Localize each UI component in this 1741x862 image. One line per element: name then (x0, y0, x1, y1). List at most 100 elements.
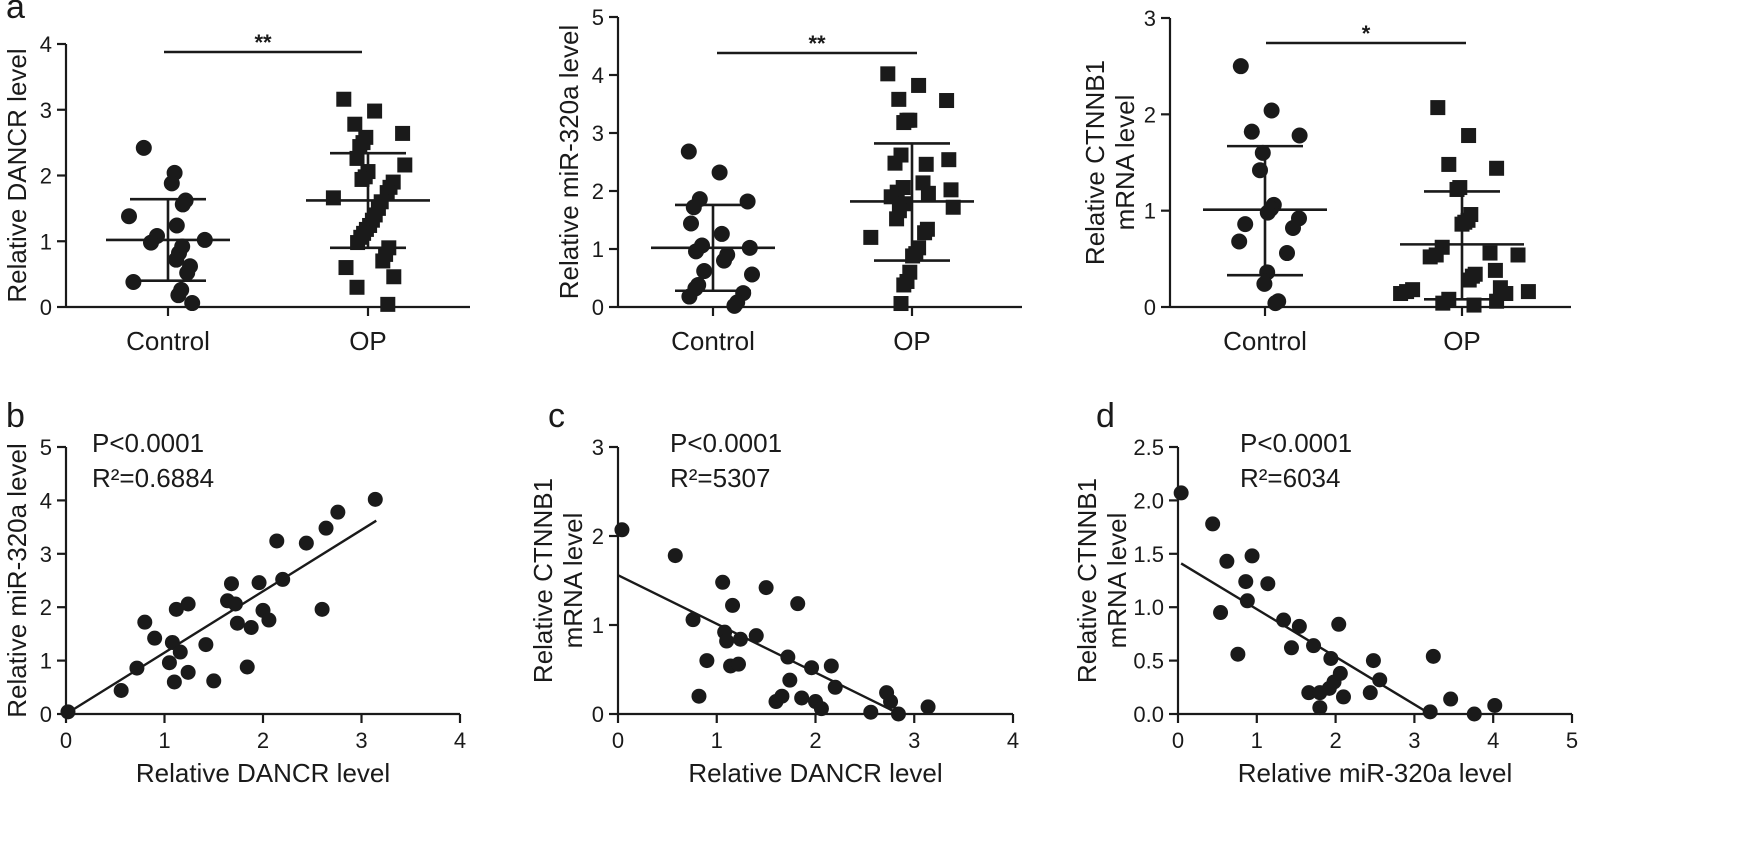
y-axis-title: Relative miR-320a level (554, 25, 584, 300)
data-point (780, 649, 796, 665)
y-tick-label: 2.0 (1133, 488, 1164, 513)
data-point (782, 672, 798, 688)
y-axis-title-line-2: mRNA level (1102, 513, 1132, 649)
data-point (943, 182, 959, 198)
data-point (338, 260, 354, 276)
data-point (1482, 245, 1498, 261)
data-point (1443, 691, 1459, 707)
scatter-plot-d: d 0 1 2 3 4 5 Relative miR-320a level 0.0 0.5 1.0 1… (1072, 397, 1578, 788)
y-axis-title-line-1: Relative CTNNB1 (1080, 60, 1110, 265)
data-point (883, 694, 899, 710)
data-point (1425, 648, 1441, 664)
data-point (1301, 685, 1317, 701)
regression-line (1180, 562, 1431, 716)
data-point (863, 704, 879, 720)
data-point (375, 253, 391, 269)
data-point (1259, 204, 1276, 221)
y-tick-label: 0.5 (1133, 649, 1164, 674)
data-point (121, 208, 137, 225)
category-label-control: Control (671, 326, 755, 356)
data-point (732, 631, 748, 647)
dot-plot-a3: 0 1 2 3 Relative CTNNB1mRNA level Control OP * (1080, 6, 1571, 356)
data-point (739, 193, 756, 210)
data-point (1276, 612, 1292, 628)
data-point (125, 274, 142, 291)
panel-letter: d (1096, 397, 1115, 435)
data-point (1466, 297, 1482, 313)
data-point (206, 673, 222, 689)
data-point (1260, 576, 1276, 592)
panel-letter: c (548, 397, 565, 435)
data-point (758, 580, 774, 596)
data-point (1283, 640, 1299, 656)
y-tick-label: 4 (40, 32, 52, 57)
data-point (945, 199, 961, 215)
x-tick-label: 4 (1007, 728, 1019, 753)
x-tick-label: 1 (158, 728, 170, 753)
data-point (696, 263, 713, 280)
x-axis-title: Relative DANCR level (688, 758, 942, 788)
y-tick-label: 2.5 (1133, 435, 1164, 460)
data-point (893, 296, 909, 312)
y-axis-title: Relative CTNNB1mRNA level (528, 478, 588, 683)
data-point (1231, 233, 1248, 250)
data-point (380, 296, 396, 312)
data-point (1306, 638, 1322, 654)
data-point (135, 139, 152, 156)
data-point (1487, 262, 1503, 278)
data-point (1285, 220, 1301, 237)
data-point (748, 628, 764, 644)
scatter-plot-b: b 0 1 2 3 4 Relative DANCR level 0 1 2 3 4 5 Relative… (2, 397, 466, 788)
y-tick-label: 0 (40, 295, 52, 320)
data-point (179, 264, 196, 281)
data-point (137, 614, 153, 630)
data-point (1510, 247, 1526, 263)
data-point (1267, 295, 1284, 312)
data-point (347, 116, 363, 132)
data-point (823, 658, 839, 674)
x-axis-title: Relative DANCR level (136, 758, 390, 788)
y-tick-label: 4 (40, 488, 52, 513)
data-point (774, 688, 790, 704)
data-point (314, 601, 330, 617)
data-point (325, 190, 341, 206)
x-tick-label: 0 (60, 728, 72, 753)
data-point (889, 211, 905, 227)
data-point (1441, 156, 1457, 172)
y-tick-label: 3 (40, 542, 52, 567)
data-point (804, 660, 820, 676)
y-tick-label: 3 (40, 98, 52, 123)
y-tick-label: 1 (40, 649, 52, 674)
data-point (713, 225, 730, 242)
data-point (168, 217, 185, 234)
data-point (170, 287, 187, 304)
data-point (794, 690, 810, 706)
data-point (863, 229, 879, 245)
category-label-control: Control (126, 326, 210, 356)
data-point (1466, 706, 1482, 722)
data-point (184, 295, 201, 312)
data-point (350, 235, 366, 251)
data-point (1256, 275, 1273, 292)
data-point (699, 653, 715, 669)
data-point (229, 615, 245, 631)
data-point (354, 171, 370, 187)
y-axis-title-line-2: mRNA level (1110, 95, 1140, 231)
data-point (349, 150, 365, 166)
data-point (1461, 128, 1477, 144)
data-point (1365, 653, 1381, 669)
data-point (1335, 689, 1351, 705)
data-point (890, 706, 906, 722)
y-tick-label: 0 (592, 702, 604, 727)
y-axis-title: Relative CTNNB1mRNA level (1080, 60, 1140, 265)
data-point (1254, 144, 1271, 161)
x-axis-title: Relative miR-320a level (1238, 758, 1513, 788)
significance-label: * (1362, 21, 1371, 46)
data-point (896, 277, 912, 293)
data-point (318, 520, 334, 536)
y-tick-label: 1.0 (1133, 595, 1164, 620)
data-point (691, 688, 707, 704)
data-point (168, 251, 185, 268)
